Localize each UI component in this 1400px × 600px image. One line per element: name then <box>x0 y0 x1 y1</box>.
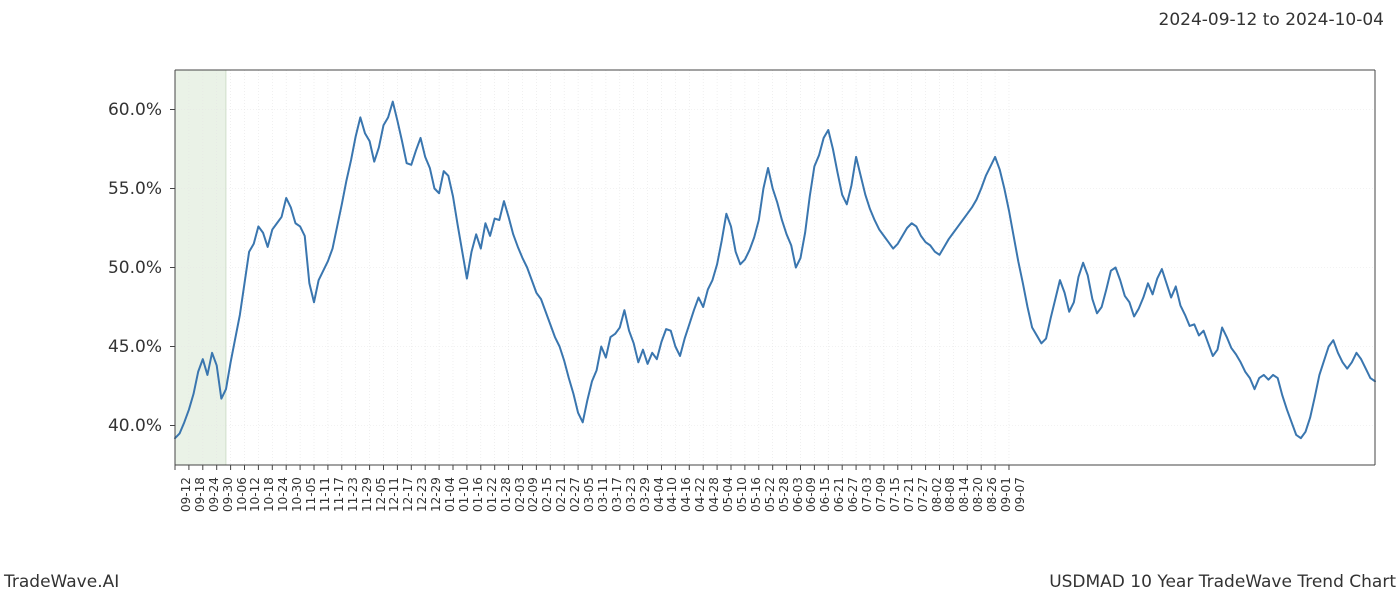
x-tick-label: 01-16 <box>471 477 485 512</box>
x-tick-label: 12-05 <box>374 477 388 512</box>
x-tick-label: 09-12 <box>179 477 193 512</box>
x-tick-label: 11-17 <box>332 477 346 512</box>
footer-brand: TradeWave.AI <box>4 572 119 592</box>
x-tick-label: 12-29 <box>429 477 443 512</box>
x-tick-label: 04-16 <box>679 477 693 512</box>
x-tick-label: 10-30 <box>290 477 304 512</box>
x-tick-label: 04-28 <box>707 477 721 512</box>
x-tick-label: 10-18 <box>262 477 276 512</box>
x-axis-labels: 09-1209-1809-2409-3010-0610-1210-1810-24… <box>175 468 1375 548</box>
x-tick-label: 05-22 <box>763 477 777 512</box>
x-tick-label: 02-03 <box>513 477 527 512</box>
x-tick-label: 06-09 <box>804 477 818 512</box>
x-tick-label: 12-23 <box>415 477 429 512</box>
x-tick-label: 04-04 <box>652 477 666 512</box>
x-tick-label: 05-28 <box>777 477 791 512</box>
y-tick-label: 45.0% <box>108 337 162 357</box>
x-tick-label: 02-09 <box>526 477 540 512</box>
x-tick-label: 10-06 <box>235 477 249 512</box>
x-tick-label: 09-30 <box>221 477 235 512</box>
x-tick-label: 03-17 <box>610 477 624 512</box>
x-tick-label: 06-03 <box>791 477 805 512</box>
x-tick-label: 03-11 <box>596 477 610 512</box>
x-tick-label: 08-08 <box>943 477 957 512</box>
x-tick-label: 08-20 <box>971 477 985 512</box>
x-tick-label: 09-24 <box>207 477 221 512</box>
x-tick-label: 11-23 <box>346 477 360 512</box>
line-chart-svg <box>175 70 1375 465</box>
x-tick-label: 05-04 <box>721 477 735 512</box>
x-tick-label: 05-16 <box>749 477 763 512</box>
x-tick-label: 04-10 <box>665 477 679 512</box>
date-range-label: 2024-09-12 to 2024-10-04 <box>1159 10 1384 30</box>
x-tick-label: 10-24 <box>276 477 290 512</box>
x-tick-label: 03-23 <box>624 477 638 512</box>
x-tick-label: 07-09 <box>874 477 888 512</box>
x-tick-label: 09-18 <box>193 477 207 512</box>
y-tick-label: 40.0% <box>108 416 162 436</box>
x-tick-label: 01-04 <box>443 477 457 512</box>
y-tick-label: 50.0% <box>108 258 162 278</box>
y-tick-label: 55.0% <box>108 179 162 199</box>
x-tick-label: 07-03 <box>860 477 874 512</box>
x-tick-label: 06-21 <box>832 477 846 512</box>
x-tick-label: 01-22 <box>485 477 499 512</box>
x-tick-label: 11-29 <box>360 477 374 512</box>
x-tick-label: 06-27 <box>846 477 860 512</box>
x-tick-label: 08-02 <box>930 477 944 512</box>
x-tick-label: 08-26 <box>985 477 999 512</box>
x-tick-label: 03-29 <box>638 477 652 512</box>
x-tick-label: 10-12 <box>248 477 262 512</box>
x-tick-label: 01-10 <box>457 477 471 512</box>
x-tick-label: 09-01 <box>999 477 1013 512</box>
x-tick-label: 07-27 <box>916 477 930 512</box>
x-tick-label: 02-21 <box>554 477 568 512</box>
x-tick-label: 09-07 <box>1013 477 1027 512</box>
x-tick-label: 02-27 <box>568 477 582 512</box>
footer-chart-title: USDMAD 10 Year TradeWave Trend Chart <box>1049 572 1396 592</box>
x-tick-label: 01-28 <box>499 477 513 512</box>
x-tick-label: 02-15 <box>540 477 554 512</box>
x-tick-label: 07-21 <box>902 477 916 512</box>
x-tick-label: 11-05 <box>304 477 318 512</box>
x-tick-label: 07-15 <box>888 477 902 512</box>
x-tick-label: 03-05 <box>582 477 596 512</box>
x-tick-label: 04-22 <box>693 477 707 512</box>
chart-plot-area <box>175 70 1375 465</box>
x-tick-label: 12-17 <box>401 477 415 512</box>
x-tick-label: 08-14 <box>957 477 971 512</box>
x-tick-label: 05-10 <box>735 477 749 512</box>
y-axis-labels: 40.0% 45.0% 50.0% 55.0% 60.0% <box>0 70 170 465</box>
y-tick-label: 60.0% <box>108 100 162 120</box>
x-tick-label: 06-15 <box>818 477 832 512</box>
x-tick-label: 12-11 <box>387 477 401 512</box>
x-tick-label: 11-11 <box>318 477 332 512</box>
